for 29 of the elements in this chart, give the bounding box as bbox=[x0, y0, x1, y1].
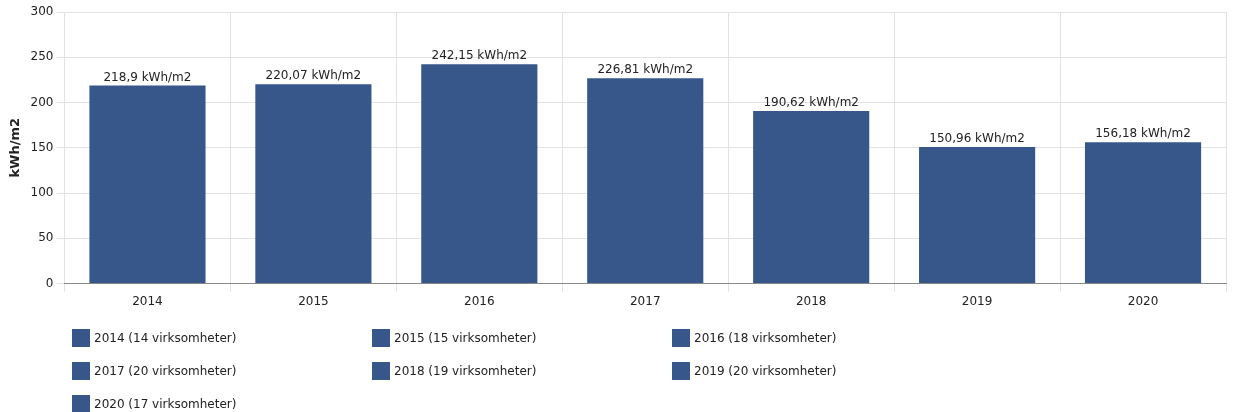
legend-label: 2019 (20 virksomheter) bbox=[694, 364, 837, 378]
x-tick-label: 2020 bbox=[1127, 293, 1159, 308]
legend-label: 2018 (19 virksomheter) bbox=[394, 364, 537, 378]
data-label: 150,96 kWh/m2 bbox=[929, 131, 1025, 146]
legend-label: 2017 (20 virksomheter) bbox=[94, 364, 237, 378]
y-tick-label: 0 bbox=[45, 275, 54, 290]
y-tick-label: 150 bbox=[30, 139, 54, 154]
x-tick-label: 2018 bbox=[795, 293, 827, 308]
data-label: 226,81 kWh/m2 bbox=[597, 62, 694, 77]
x-tick-label: 2019 bbox=[961, 293, 993, 308]
legend-label: 2016 (18 virksomheter) bbox=[694, 331, 837, 345]
data-label: 190,62 kWh/m2 bbox=[763, 95, 859, 110]
y-tick-label: 200 bbox=[30, 94, 54, 109]
y-tick-label: 50 bbox=[38, 230, 54, 245]
x-tick-label: 2014 bbox=[132, 293, 163, 308]
data-label: 156,18 kWh/m2 bbox=[1095, 126, 1191, 141]
y-tick-label: 250 bbox=[30, 49, 54, 64]
data-label: 218,9 kWh/m2 bbox=[103, 69, 192, 84]
x-tick-label: 2015 bbox=[298, 293, 329, 308]
x-tick-label: 2017 bbox=[629, 293, 661, 308]
data-label: 242,15 kWh/m2 bbox=[431, 48, 528, 63]
legend-label: 2020 (17 virksomheter) bbox=[94, 397, 237, 411]
legend-label: 2015 (15 virksomheter) bbox=[394, 331, 537, 345]
x-tick-label: 2016 bbox=[464, 293, 495, 308]
y-tick-label: 100 bbox=[30, 185, 54, 200]
y-axis-title: kWh/m2 bbox=[7, 118, 23, 178]
data-label: 220,07 kWh/m2 bbox=[265, 68, 362, 83]
y-tick-label: 300 bbox=[30, 4, 54, 19]
legend-label: 2014 (14 virksomheter) bbox=[94, 331, 237, 345]
